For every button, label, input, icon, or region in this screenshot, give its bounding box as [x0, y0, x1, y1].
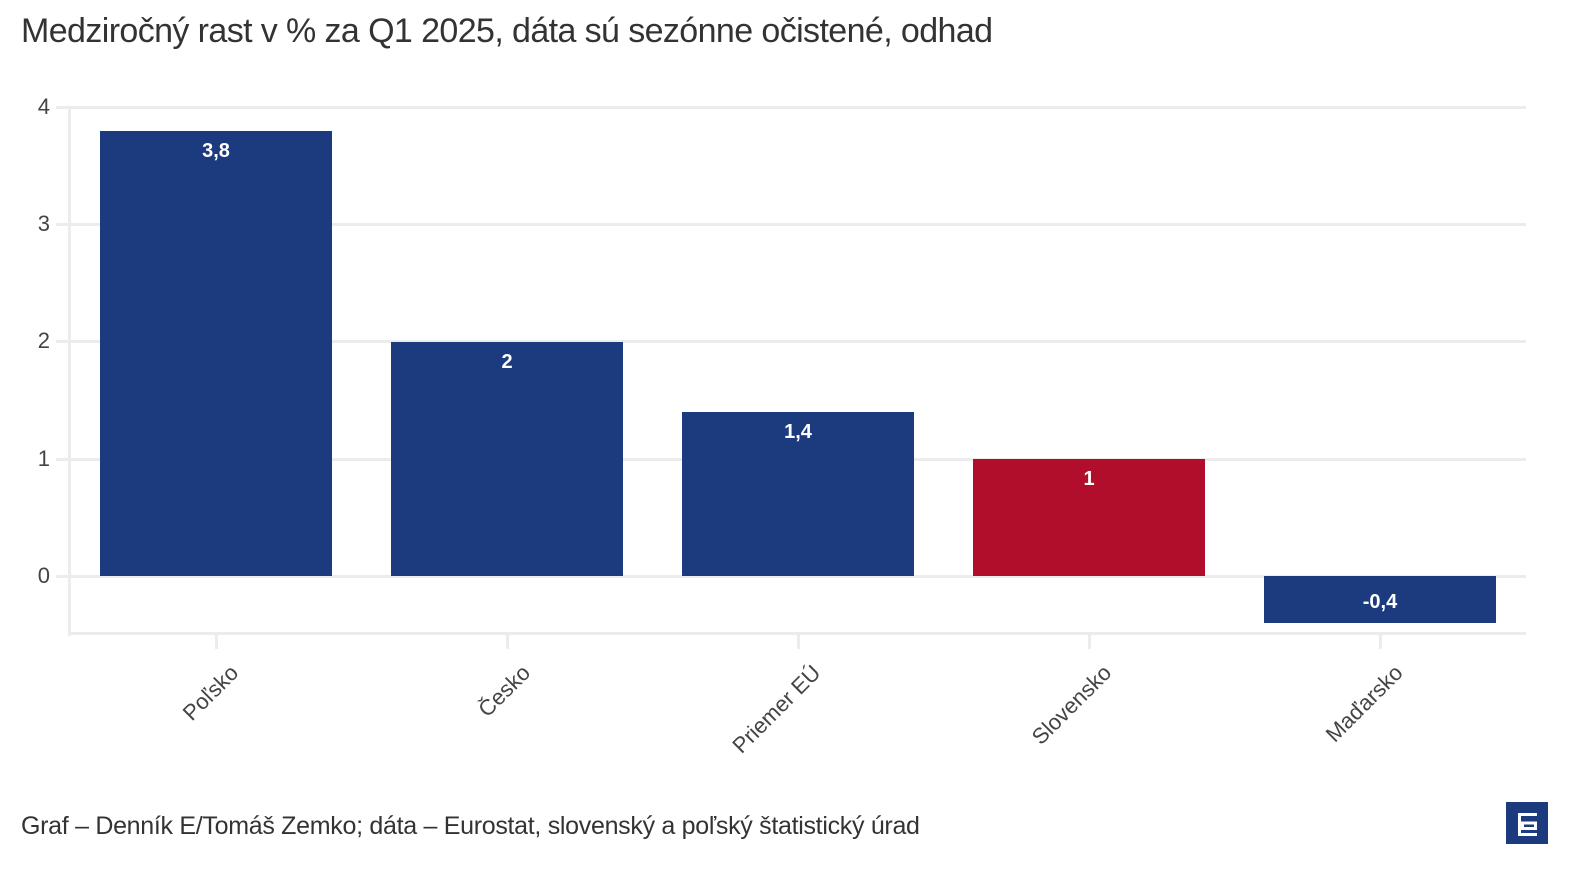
gridline-3 [70, 223, 1526, 226]
chart-title: Medziročný rast v % za Q1 2025, dáta sú … [21, 12, 993, 50]
bar-value-label: 1 [1083, 468, 1095, 490]
gridline-2 [70, 340, 1526, 343]
y-tick [56, 575, 70, 578]
y-tick-label: 1 [37, 446, 50, 471]
x-axis-line [68, 632, 1526, 635]
gridline-0 [70, 575, 1526, 578]
x-label-cesko: Česko [472, 660, 535, 722]
y-tick [56, 458, 70, 461]
bar-cesko: 2 [391, 342, 623, 576]
y-tick-label: 0 [37, 563, 50, 588]
x-tick [797, 635, 800, 649]
x-label-slovensko: Slovensko [1027, 660, 1117, 750]
bar-priemer-eu: 1,4 [682, 412, 914, 576]
y-tick-label: 4 [37, 94, 50, 119]
bar-slovensko: 1 [973, 459, 1205, 576]
y-tick [56, 340, 70, 343]
bar-madarsko: -0,4 [1264, 576, 1496, 623]
x-label-polsko: Poľsko [178, 660, 244, 726]
y-tick [56, 223, 70, 226]
dennik-e-logo-icon [1506, 802, 1548, 844]
x-tick [215, 635, 218, 649]
x-tick [506, 635, 509, 649]
y-axis-line [68, 107, 71, 636]
y-tick-label: 3 [37, 211, 50, 236]
x-tick [1088, 635, 1091, 649]
bar-value-label: -0,4 [1362, 591, 1398, 613]
bar-value-label: 1,4 [784, 421, 812, 443]
x-label-madarsko: Maďarsko [1320, 660, 1408, 747]
y-tick [56, 106, 70, 109]
gridline-4 [70, 106, 1526, 109]
bar-polsko: 3,8 [100, 131, 332, 576]
bar-value-label: 2 [501, 351, 513, 373]
x-label-priemer-eu: Priemer EÚ [727, 660, 826, 759]
bar-value-label: 3,8 [202, 140, 230, 162]
x-tick [1379, 635, 1382, 649]
y-tick-label: 2 [37, 328, 50, 353]
source-note: Graf – Denník E/Tomáš Zemko; dáta – Euro… [21, 812, 920, 840]
